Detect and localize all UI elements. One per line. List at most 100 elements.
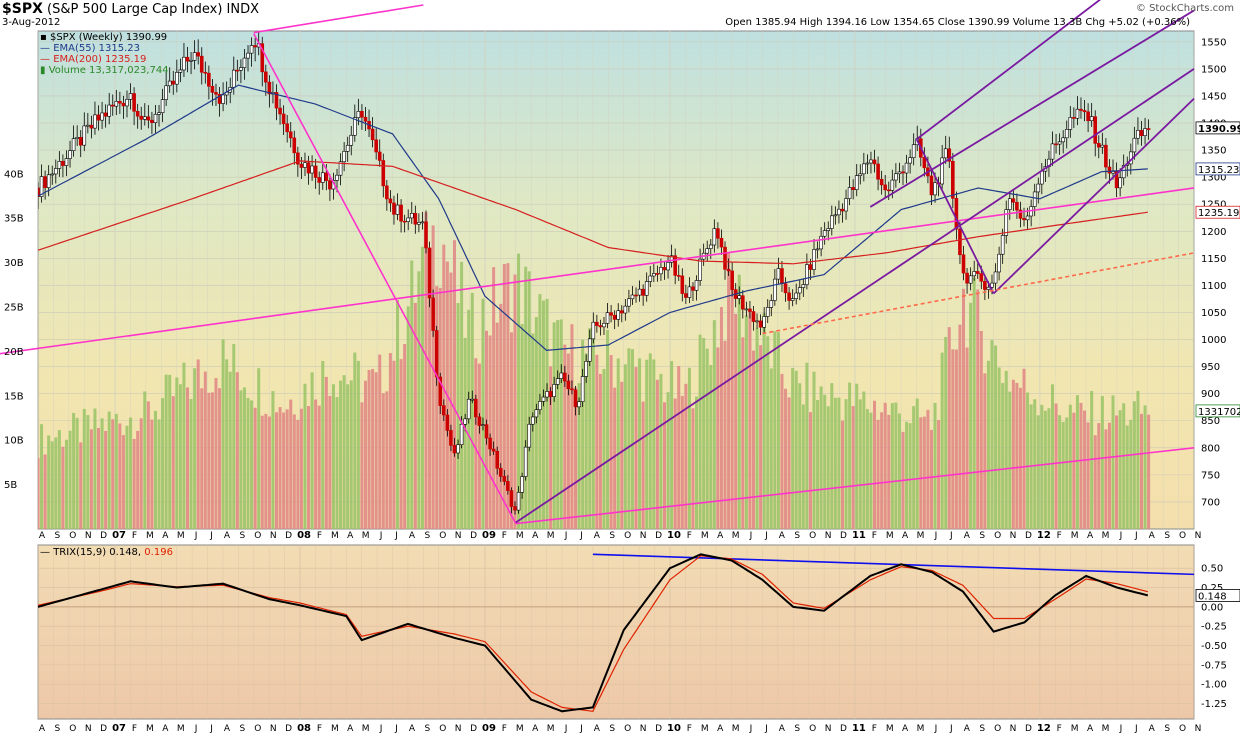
volume-bar — [727, 252, 731, 529]
candle-body — [591, 321, 596, 340]
volume-bar — [734, 313, 738, 529]
x-tick-label: O — [809, 724, 816, 734]
candle-body — [353, 117, 357, 136]
volume-bar — [221, 339, 225, 529]
x-tick-label: S — [55, 531, 61, 541]
candle-body — [616, 310, 621, 320]
x-tick-label: M — [177, 531, 185, 541]
volume-bar — [705, 348, 709, 529]
candle-body — [609, 312, 613, 316]
candle-body — [1050, 143, 1055, 160]
volume-bar — [940, 352, 944, 529]
candle-body — [897, 171, 902, 175]
volume-bar — [513, 274, 517, 529]
volume-bar — [598, 373, 602, 529]
volume-tick-label: 5B — [4, 480, 17, 491]
candle-body — [730, 270, 734, 290]
volume-bar — [1033, 399, 1037, 529]
x-tick-label: J — [934, 531, 938, 541]
volume-bar — [773, 331, 777, 529]
volume-bar — [912, 406, 916, 529]
volume-tick-label: 25B — [4, 302, 24, 313]
candle-body — [153, 114, 158, 123]
price-tick-label: 700 — [1201, 497, 1220, 508]
volume-bar — [388, 353, 392, 529]
volume-bar — [819, 386, 823, 529]
trix-tick-label: -0.75 — [1201, 660, 1227, 671]
volume-bar — [150, 419, 154, 529]
volume-bar — [481, 298, 485, 529]
volume-bar — [972, 277, 976, 529]
x-tick-label: J — [209, 724, 213, 734]
candle-body — [178, 69, 183, 73]
candle-body — [310, 165, 314, 174]
x-tick-label: D — [100, 724, 107, 734]
x-tick-label: D — [285, 531, 292, 541]
axis-labels: 700 750 800 850 900 950 1000 1050 1100 1150 1200 12… — [4, 37, 1240, 734]
candle-body — [837, 208, 841, 216]
volume-bar — [709, 365, 713, 529]
volume-bar — [495, 322, 499, 529]
volume-bar — [339, 380, 343, 529]
candle-body — [502, 476, 507, 482]
candle-body — [1015, 201, 1019, 211]
price-tick-label: 1350 — [1201, 146, 1226, 157]
candle-body — [132, 93, 136, 112]
candle-body — [708, 244, 713, 249]
x-tick-label: A — [1087, 531, 1094, 541]
volume-bar — [502, 263, 506, 529]
candle-body — [741, 295, 745, 310]
candle-body — [93, 114, 97, 129]
volume-bar — [1083, 410, 1087, 529]
candle-body — [655, 273, 660, 275]
x-tick-label: J — [209, 531, 213, 541]
volume-bar — [1061, 421, 1065, 529]
last-price-tag-box — [1195, 121, 1240, 135]
candle-body — [395, 204, 400, 215]
volume-bar — [431, 225, 435, 529]
volume-bar — [61, 446, 65, 529]
x-tick-label: M — [886, 531, 894, 541]
price-tick-label: 1100 — [1201, 281, 1226, 292]
candle-body — [1061, 137, 1065, 143]
x-tick-label: S — [979, 531, 985, 541]
volume-bar — [307, 406, 311, 529]
chart-title: $SPX (S&P 500 Large Cap Index) INDX — [2, 1, 259, 17]
candle-body — [886, 189, 891, 192]
volume-bar — [816, 400, 820, 529]
trendline-dashed-support — [762, 252, 1195, 335]
trix-signal-line — [38, 555, 1148, 712]
x-tick-label: A — [409, 724, 416, 734]
candle-body — [901, 171, 905, 174]
volume-bar — [808, 412, 812, 529]
volume-bar — [260, 415, 264, 529]
x-tick-label: F — [317, 724, 322, 734]
price-tick-label: 850 — [1201, 416, 1220, 427]
volume-bar — [620, 381, 624, 529]
candle-body — [61, 161, 65, 166]
candle-body — [171, 80, 176, 85]
x-tick-label: A — [1149, 531, 1156, 541]
volume-bar — [1004, 370, 1008, 529]
volume-bar — [581, 339, 585, 529]
candle-body — [43, 176, 47, 188]
volume-bar — [997, 367, 1001, 529]
candle-body — [513, 506, 517, 511]
candle-body — [1093, 116, 1098, 144]
candle-body — [1054, 143, 1058, 146]
trendline-purple-zigzag-b — [992, 98, 1195, 295]
volume-bar — [1018, 387, 1022, 529]
candle-body — [755, 320, 759, 323]
candle-body — [150, 119, 154, 123]
volume-bar — [371, 369, 375, 529]
volume-bar — [100, 418, 104, 529]
x-tick-label: N — [85, 531, 92, 541]
volume-bar — [794, 370, 798, 529]
candle-body — [299, 163, 304, 168]
candle-body — [869, 159, 873, 164]
trendlines — [0, 0, 1195, 576]
volume-bar — [50, 441, 54, 529]
candle-body — [370, 128, 375, 141]
candle-body — [253, 45, 257, 48]
volume-bar — [203, 371, 207, 529]
